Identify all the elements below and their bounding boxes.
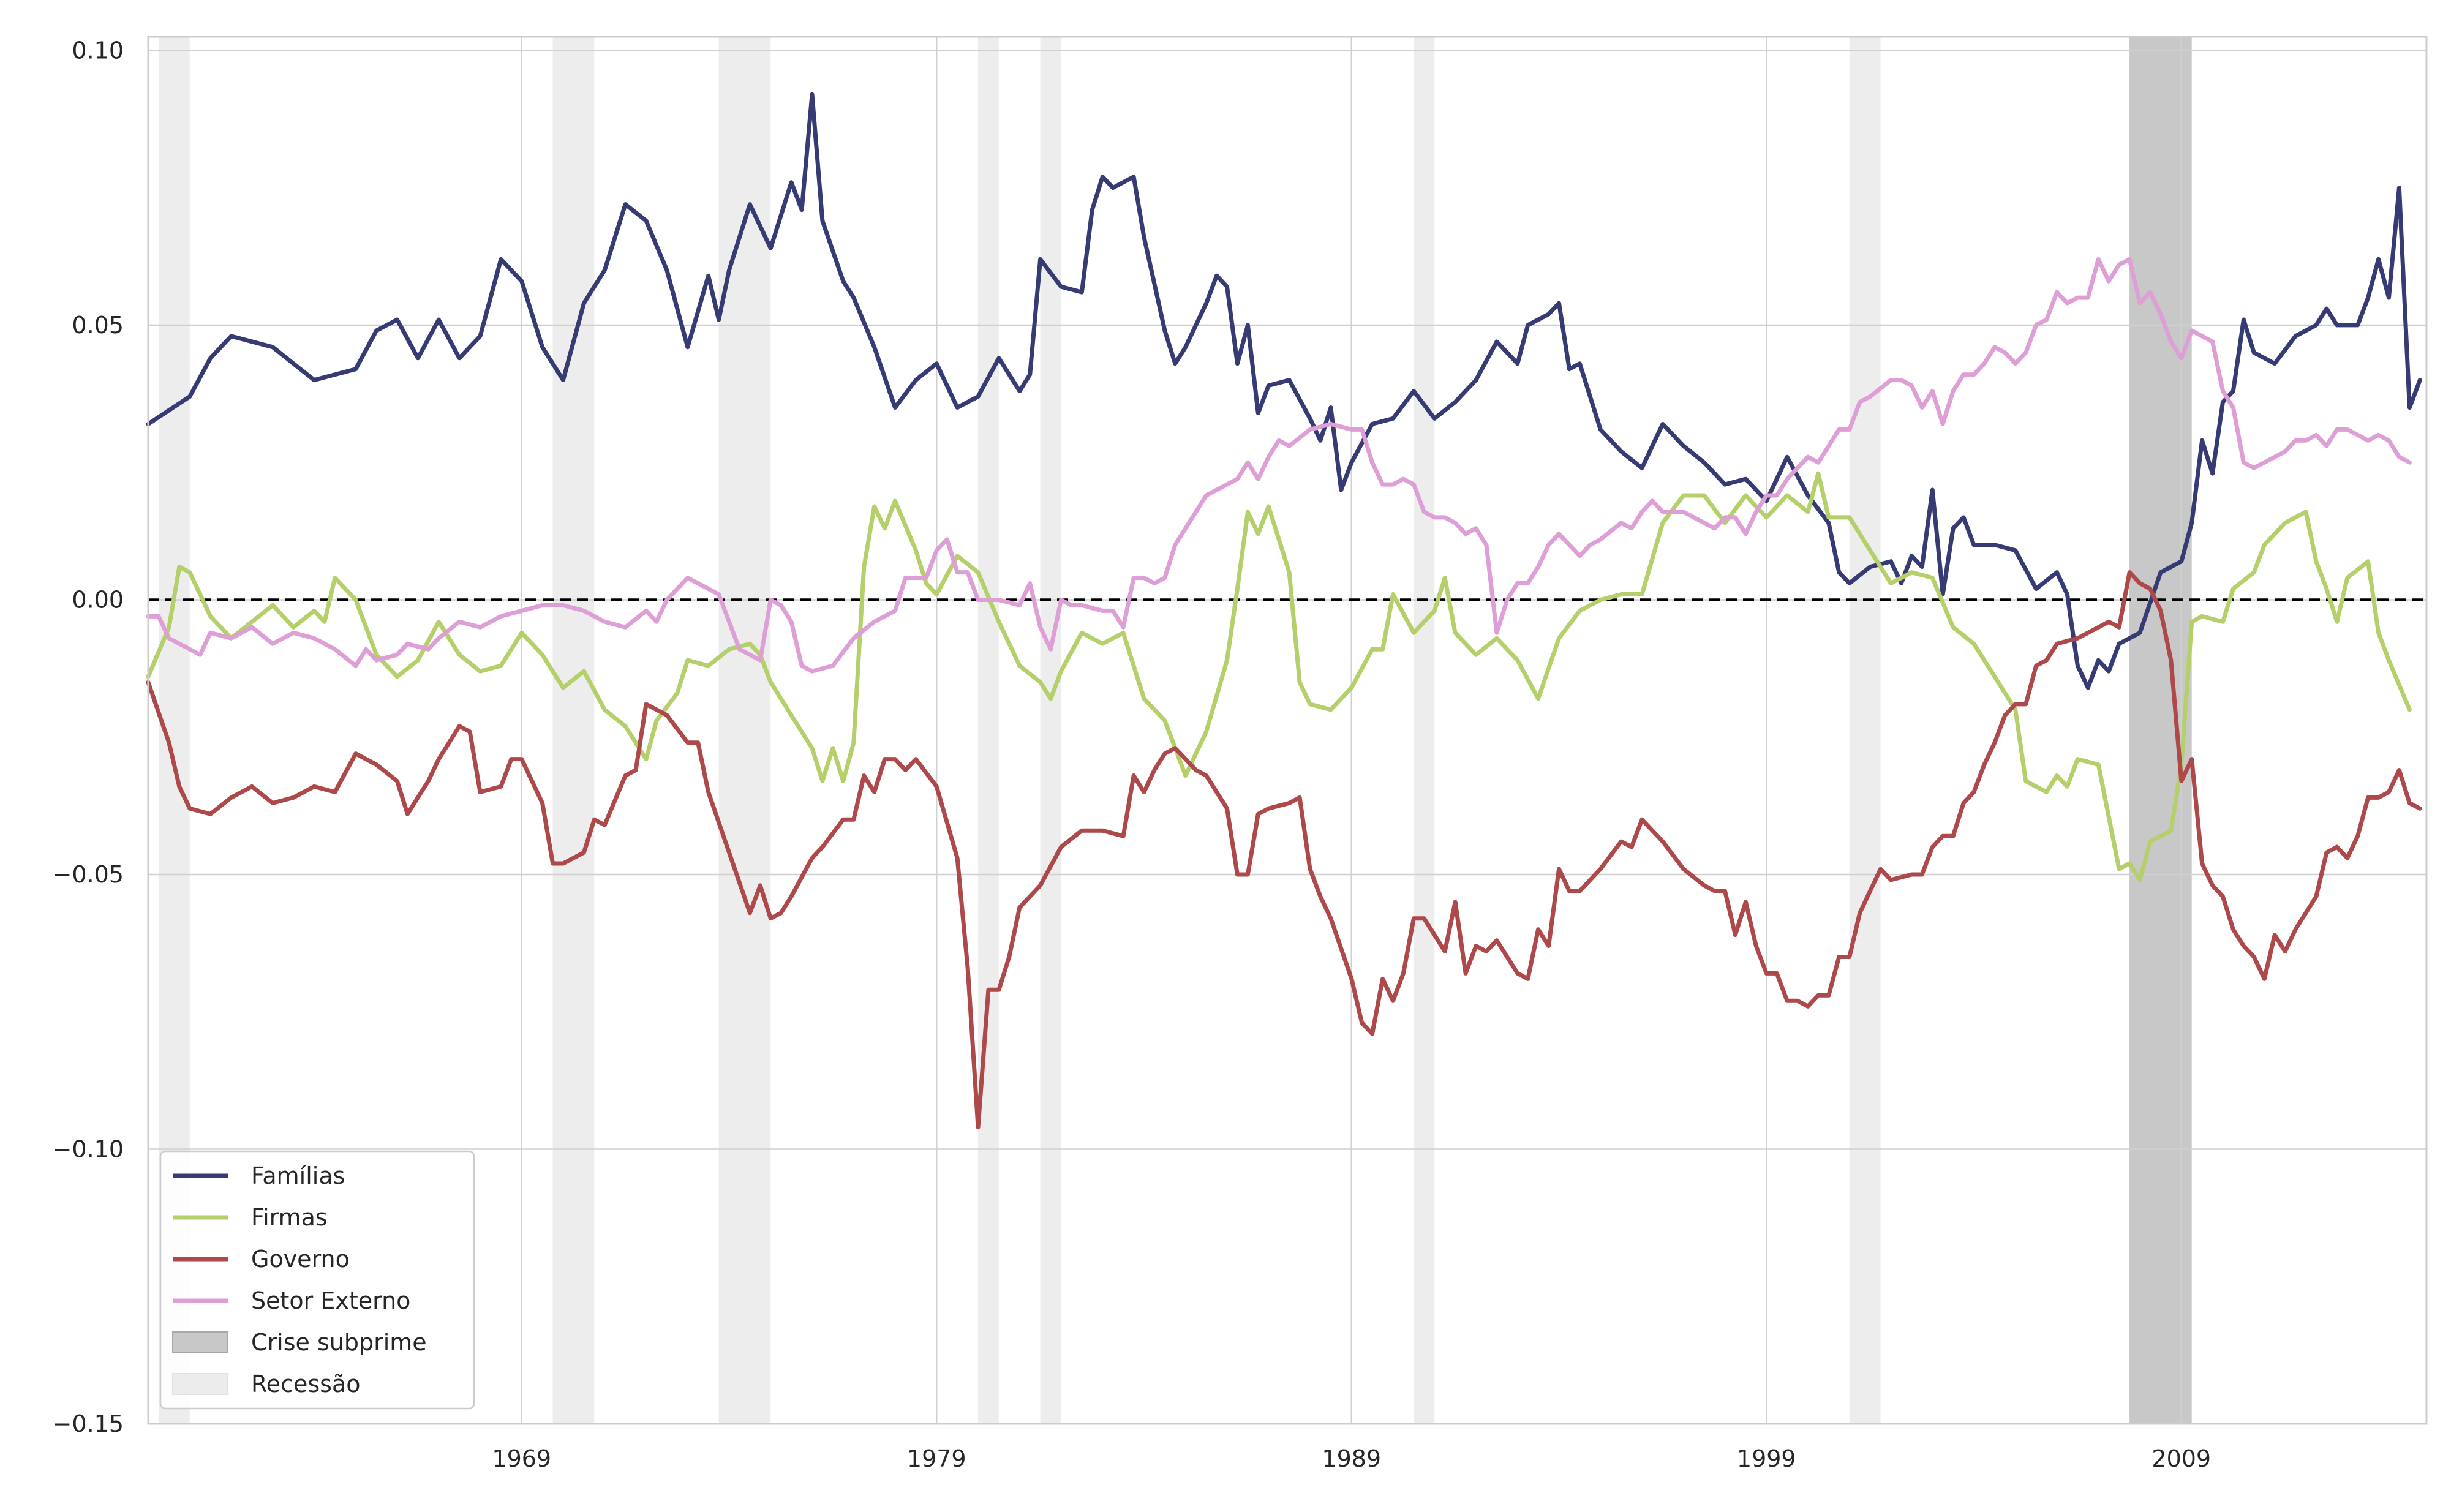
x-tick-label: 1979 bbox=[907, 1445, 966, 1472]
series-lines bbox=[146, 92, 2422, 1130]
recession-region-1 bbox=[552, 37, 595, 1424]
x-tick-labels: 1969 1979 1989 1999 2009 bbox=[492, 1445, 2211, 1472]
series-line-3 bbox=[146, 257, 2412, 674]
recession-region-2 bbox=[718, 37, 771, 1424]
y-tick-label: −0.15 bbox=[53, 1410, 124, 1437]
y-tick-labels: −0.15 −0.10 −0.05 0.00 0.05 0.10 bbox=[53, 37, 124, 1437]
legend-label: Crise subprime bbox=[251, 1329, 427, 1356]
recession-region-4 bbox=[1040, 37, 1061, 1424]
y-tick-label: 0.00 bbox=[72, 586, 124, 613]
legend-label: Recessão bbox=[251, 1371, 360, 1397]
shaded-regions bbox=[158, 37, 2192, 1424]
legend: Famílias Firmas Governo Setor Externo Crise … bbox=[159, 1150, 475, 1410]
y-tick-label: 0.10 bbox=[72, 37, 124, 64]
x-tick-label: 1999 bbox=[1737, 1445, 1796, 1472]
y-tick-label: −0.10 bbox=[53, 1135, 124, 1162]
y-tick-label: −0.05 bbox=[53, 861, 124, 888]
legend-label: Firmas bbox=[251, 1204, 328, 1231]
x-tick-label: 1969 bbox=[492, 1445, 551, 1472]
x-tick-label: 2009 bbox=[2151, 1445, 2211, 1472]
x-tick-label: 1989 bbox=[1322, 1445, 1381, 1472]
y-tick-label: 0.05 bbox=[72, 312, 124, 339]
series-line-2 bbox=[146, 570, 2422, 1130]
recession-region-5 bbox=[1414, 37, 1435, 1424]
legend-swatch bbox=[172, 1373, 228, 1395]
plot-frame bbox=[147, 36, 2428, 1425]
recession-region-6 bbox=[1849, 37, 1881, 1424]
plot-area-background bbox=[148, 37, 2426, 1424]
legend-label: Famílias bbox=[251, 1162, 345, 1189]
series-line-1 bbox=[146, 471, 2412, 882]
legend-swatch bbox=[172, 1331, 228, 1353]
series-line-0 bbox=[146, 92, 2422, 690]
legend-box bbox=[159, 1150, 475, 1410]
legend-label: Setor Externo bbox=[251, 1287, 410, 1314]
recession-region-3 bbox=[978, 37, 999, 1424]
legend-label: Governo bbox=[251, 1246, 350, 1273]
